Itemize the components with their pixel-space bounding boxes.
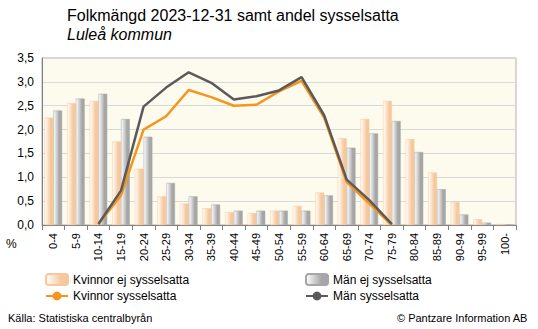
svg-text:40-44: 40-44 bbox=[228, 233, 240, 261]
svg-text:80-84: 80-84 bbox=[408, 233, 420, 261]
svg-text:30-34: 30-34 bbox=[183, 233, 195, 261]
svg-text:© Pantzare Information AB: © Pantzare Information AB bbox=[397, 312, 527, 324]
svg-text:0-4: 0-4 bbox=[47, 233, 59, 249]
svg-text:1,5: 1,5 bbox=[17, 146, 34, 160]
svg-text:Kvinnor sysselsatta: Kvinnor sysselsatta bbox=[73, 289, 177, 303]
svg-text:50-54: 50-54 bbox=[273, 233, 285, 261]
svg-text:3,5: 3,5 bbox=[17, 51, 34, 65]
svg-text:45-49: 45-49 bbox=[250, 233, 262, 261]
svg-text:25-29: 25-29 bbox=[160, 233, 172, 261]
svg-text:0,0: 0,0 bbox=[17, 218, 34, 232]
svg-text:1,0: 1,0 bbox=[17, 170, 34, 184]
svg-text:60-64: 60-64 bbox=[318, 233, 330, 261]
svg-text:70-74: 70-74 bbox=[363, 233, 375, 261]
svg-text:2,0: 2,0 bbox=[17, 123, 34, 137]
svg-text:90-94: 90-94 bbox=[454, 233, 466, 261]
svg-text:55-59: 55-59 bbox=[296, 233, 308, 261]
svg-text:Folkmängd 2023-12-31 samt ande: Folkmängd 2023-12-31 samt andel sysselsa… bbox=[67, 7, 399, 24]
svg-text:75-79: 75-79 bbox=[386, 233, 398, 261]
svg-text:2,5: 2,5 bbox=[17, 99, 34, 113]
svg-text:0,5: 0,5 bbox=[17, 194, 34, 208]
svg-text:Kvinnor ej sysselsatta: Kvinnor ej sysselsatta bbox=[73, 273, 189, 287]
svg-text:Luleå kommun: Luleå kommun bbox=[67, 26, 172, 43]
svg-text:3,0: 3,0 bbox=[17, 75, 34, 89]
svg-text:15-19: 15-19 bbox=[115, 233, 127, 261]
svg-text:%: % bbox=[6, 237, 17, 251]
svg-text:100-: 100- bbox=[499, 233, 511, 255]
svg-text:Män ej sysselsatta: Män ej sysselsatta bbox=[333, 273, 432, 287]
svg-text:20-24: 20-24 bbox=[138, 233, 150, 261]
svg-text:35-39: 35-39 bbox=[205, 233, 217, 261]
svg-text:95-99: 95-99 bbox=[476, 233, 488, 261]
svg-text:10-14: 10-14 bbox=[92, 233, 104, 261]
svg-text:65-69: 65-69 bbox=[341, 233, 353, 261]
svg-text:Källa: Statistiska centralbyrå: Källa: Statistiska centralbyrån bbox=[8, 312, 152, 324]
svg-text:Män sysselsatta: Män sysselsatta bbox=[333, 289, 419, 303]
svg-text:85-89: 85-89 bbox=[431, 233, 443, 261]
svg-text:5-9: 5-9 bbox=[70, 233, 82, 249]
